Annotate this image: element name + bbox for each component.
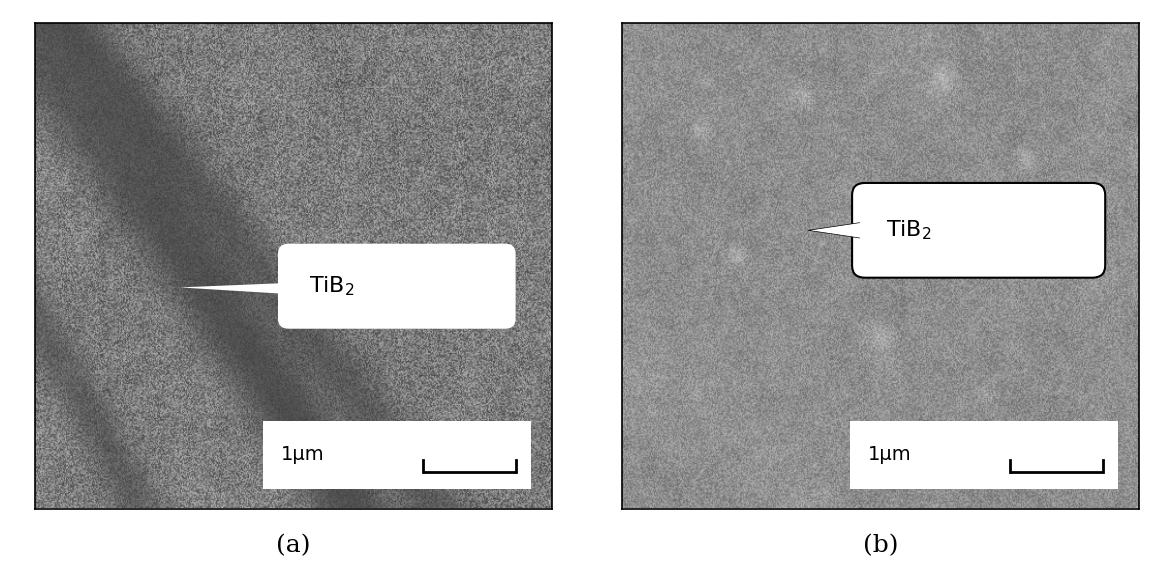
- Polygon shape: [808, 222, 865, 239]
- Text: 1μm: 1μm: [868, 445, 911, 463]
- Polygon shape: [180, 283, 289, 294]
- Text: $\mathrm{TiB_2}$: $\mathrm{TiB_2}$: [309, 275, 355, 298]
- FancyBboxPatch shape: [278, 244, 515, 329]
- FancyBboxPatch shape: [850, 421, 1118, 489]
- Text: $\mathrm{TiB_2}$: $\mathrm{TiB_2}$: [885, 219, 931, 242]
- FancyBboxPatch shape: [852, 183, 1105, 277]
- FancyBboxPatch shape: [859, 190, 1098, 271]
- Text: (b): (b): [863, 534, 898, 557]
- Text: 1μm: 1μm: [281, 445, 324, 463]
- FancyBboxPatch shape: [263, 421, 531, 489]
- Text: (a): (a): [276, 534, 311, 557]
